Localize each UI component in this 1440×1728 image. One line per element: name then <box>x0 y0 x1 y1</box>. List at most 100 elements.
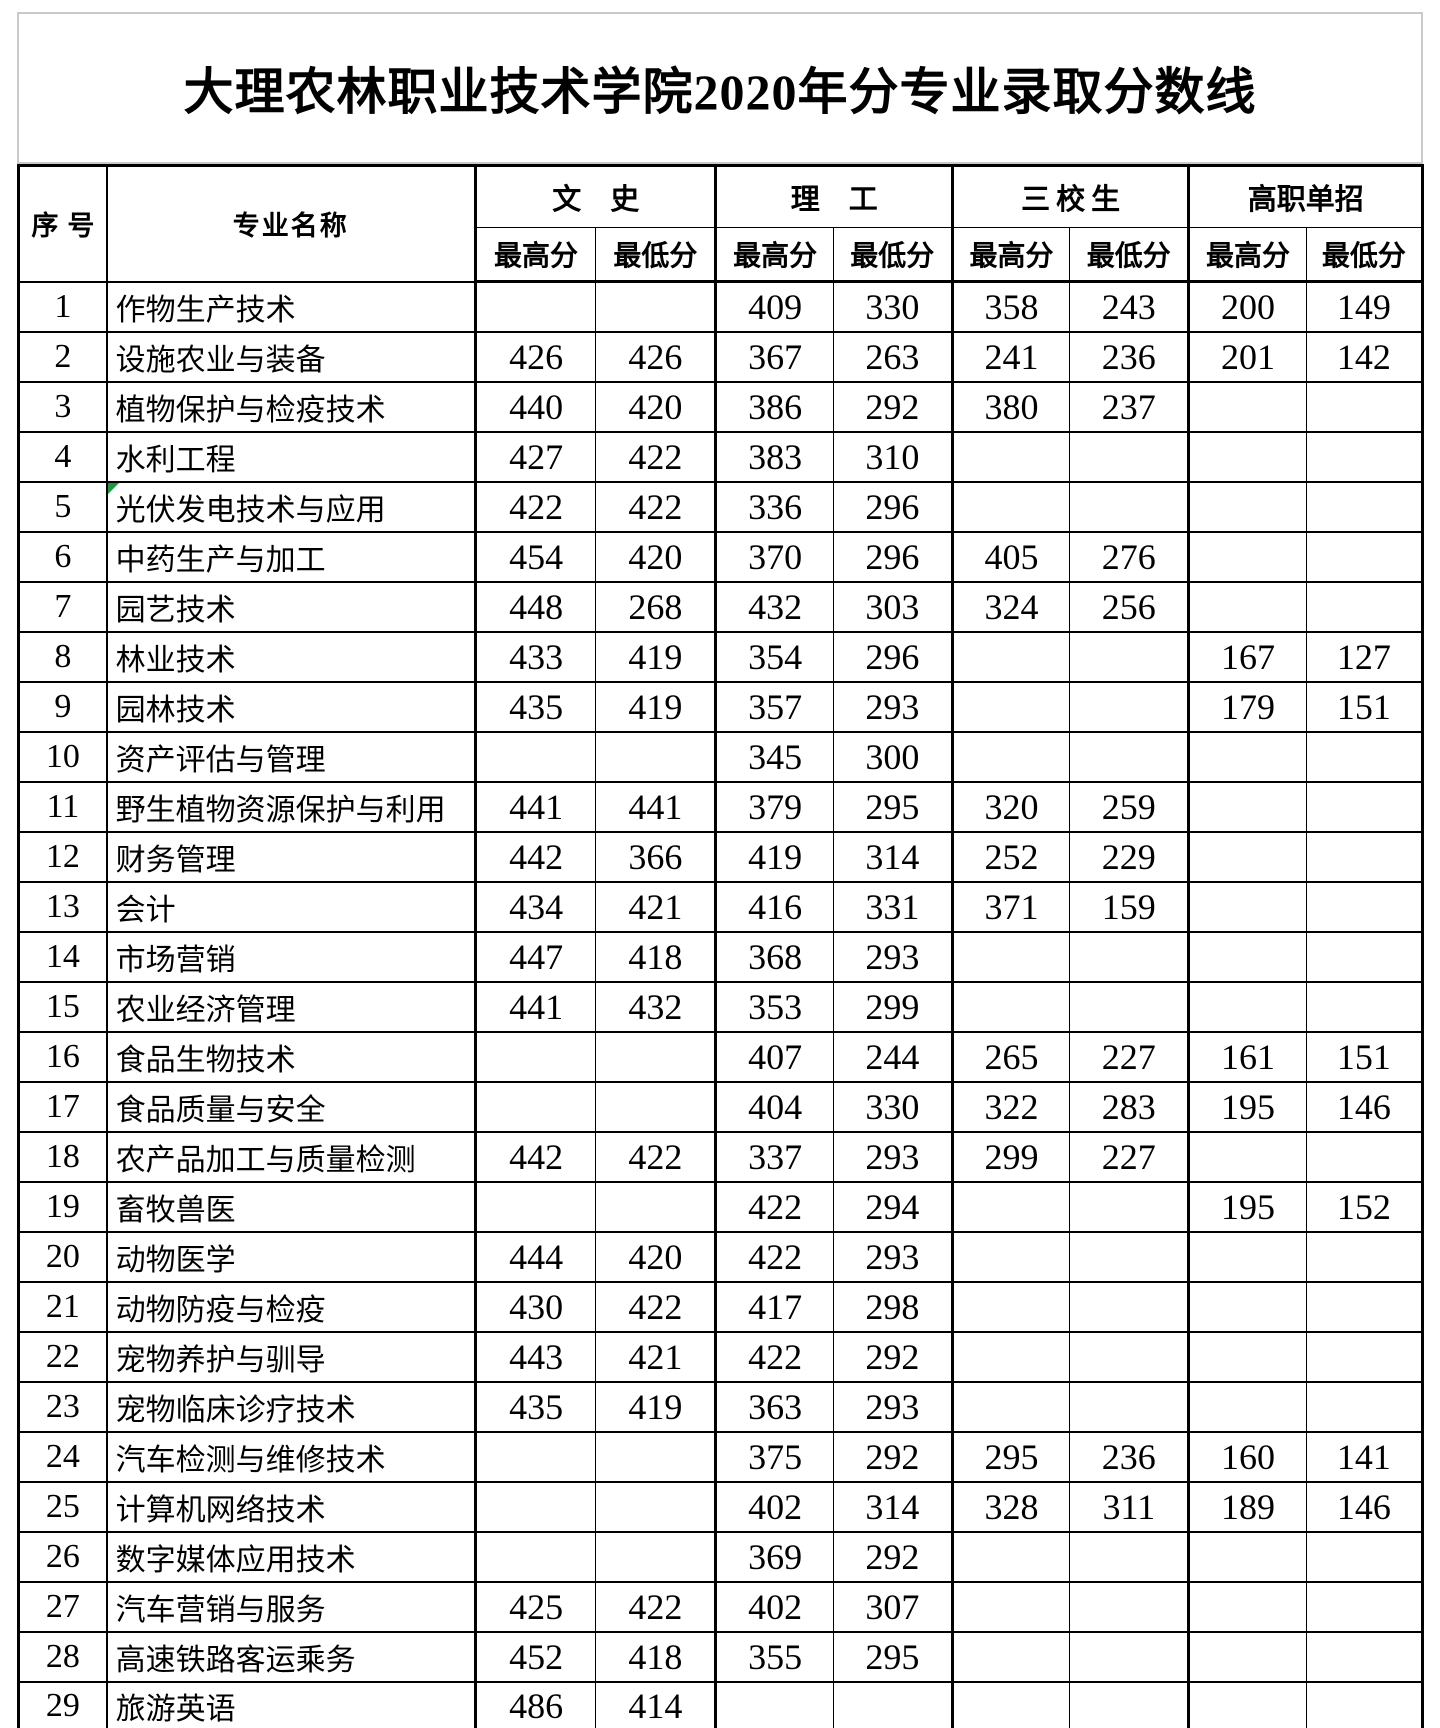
row-index-cell: 21 <box>17 1280 108 1333</box>
score-cell: 283 <box>1069 1080 1190 1133</box>
score-cell <box>1305 380 1424 433</box>
score-cell: 486 <box>473 1680 597 1728</box>
score-cell <box>595 1530 717 1583</box>
score-cell <box>1305 1580 1424 1633</box>
score-cell: 293 <box>832 1130 953 1183</box>
score-cell: 244 <box>832 1030 953 1083</box>
score-cell: 256 <box>1069 580 1190 633</box>
score-cell <box>1305 1230 1424 1283</box>
score-cell <box>950 1630 1071 1683</box>
score-cell: 447 <box>473 930 597 983</box>
table-row: 16 食品生物技术 407 244 265 227 161 151 <box>17 1030 1424 1083</box>
major-name-cell: 食品生物技术 <box>105 1030 476 1083</box>
score-cell: 371 <box>950 880 1071 933</box>
score-cell: 322 <box>950 1080 1071 1133</box>
score-cell: 370 <box>714 530 834 583</box>
col-header-max-sanxiaosheng: 最高分 <box>950 227 1071 283</box>
score-cell: 227 <box>1069 1030 1190 1083</box>
major-name-cell: 植物保护与检疫技术 <box>105 380 476 433</box>
score-cell: 418 <box>595 930 717 983</box>
score-cell: 295 <box>950 1430 1071 1483</box>
score-cell: 227 <box>1069 1130 1190 1183</box>
score-cell: 328 <box>950 1480 1071 1533</box>
score-cell: 303 <box>832 580 953 633</box>
row-index-cell: 28 <box>17 1630 108 1683</box>
row-index-cell: 13 <box>17 880 108 933</box>
major-name-cell: 高速铁路客运乘务 <box>105 1630 476 1683</box>
score-cell: 149 <box>1305 280 1424 333</box>
score-cell <box>1069 1630 1190 1683</box>
score-cell <box>950 1330 1071 1383</box>
score-cell <box>832 1680 953 1728</box>
col-header-max-gaozhidanzhao: 最高分 <box>1187 227 1307 283</box>
score-cell: 263 <box>832 330 953 383</box>
score-cell: 293 <box>832 680 953 733</box>
score-cell <box>1187 930 1307 983</box>
score-cell: 420 <box>595 1230 717 1283</box>
score-cell: 252 <box>950 830 1071 883</box>
score-cell: 422 <box>595 1580 717 1633</box>
score-cell: 161 <box>1187 1030 1307 1083</box>
score-cell: 419 <box>595 680 717 733</box>
score-cell: 440 <box>473 380 597 433</box>
score-cell: 368 <box>714 930 834 983</box>
table-row: 15 农业经济管理 441 432 353 299 <box>17 980 1424 1033</box>
score-cell: 357 <box>714 680 834 733</box>
score-cell: 433 <box>473 630 597 683</box>
row-index-cell: 1 <box>17 280 108 333</box>
score-cell: 407 <box>714 1030 834 1083</box>
score-cell: 127 <box>1305 630 1424 683</box>
score-cell: 383 <box>714 430 834 483</box>
score-cell: 452 <box>473 1630 597 1683</box>
major-name-cell: 汽车营销与服务 <box>105 1580 476 1633</box>
row-index-cell: 8 <box>17 630 108 683</box>
row-index-cell: 18 <box>17 1130 108 1183</box>
row-index-cell: 23 <box>17 1380 108 1433</box>
score-cell: 366 <box>595 830 717 883</box>
row-index-cell: 6 <box>17 530 108 583</box>
score-cell: 268 <box>595 580 717 633</box>
score-cell <box>1187 1580 1307 1633</box>
score-cell: 379 <box>714 780 834 833</box>
score-cell: 237 <box>1069 380 1190 433</box>
score-cell: 358 <box>950 280 1071 333</box>
table-row: 2 设施农业与装备 426 426 367 263 241 236 201 142 <box>17 330 1424 383</box>
row-index-cell: 26 <box>17 1530 108 1583</box>
col-header-min-ligong: 最低分 <box>832 227 953 283</box>
score-cell: 200 <box>1187 280 1307 333</box>
table-row: 14 市场营销 447 418 368 293 <box>17 930 1424 983</box>
major-name-cell: 野生植物资源保护与利用 <box>105 780 476 833</box>
score-cell: 345 <box>714 730 834 783</box>
score-cell <box>1187 380 1307 433</box>
score-cell: 292 <box>832 1530 953 1583</box>
table-row: 23 宠物临床诊疗技术 435 419 363 293 <box>17 1380 1424 1433</box>
score-cell: 420 <box>595 530 717 583</box>
table-row: 6 中药生产与加工 454 420 370 296 405 276 <box>17 530 1424 583</box>
score-cell: 146 <box>1305 1080 1424 1133</box>
score-cell <box>1187 1680 1307 1728</box>
score-cell: 418 <box>595 1630 717 1683</box>
score-cell <box>1187 1330 1307 1383</box>
score-cell: 432 <box>595 980 717 1033</box>
major-name-cell: 园艺技术 <box>105 580 476 633</box>
score-cell: 421 <box>595 1330 717 1383</box>
score-cell: 141 <box>1305 1430 1424 1483</box>
score-cell: 432 <box>714 580 834 633</box>
score-cell: 259 <box>1069 780 1190 833</box>
score-cell: 422 <box>714 1330 834 1383</box>
score-cell: 422 <box>473 480 597 533</box>
row-index-cell: 24 <box>17 1430 108 1483</box>
row-index-cell: 5 <box>17 480 108 533</box>
score-cell <box>950 630 1071 683</box>
score-cell <box>1305 1330 1424 1383</box>
score-cell: 295 <box>832 1630 953 1683</box>
score-cell: 330 <box>832 280 953 333</box>
major-name-cell: 林业技术 <box>105 630 476 683</box>
col-group-wenshi: 文 史 <box>473 165 717 228</box>
col-header-min-gaozhidanzhao: 最低分 <box>1305 227 1424 283</box>
score-cell <box>1069 930 1190 983</box>
score-cell: 142 <box>1305 330 1424 383</box>
score-cell: 167 <box>1187 630 1307 683</box>
score-cell: 386 <box>714 380 834 433</box>
